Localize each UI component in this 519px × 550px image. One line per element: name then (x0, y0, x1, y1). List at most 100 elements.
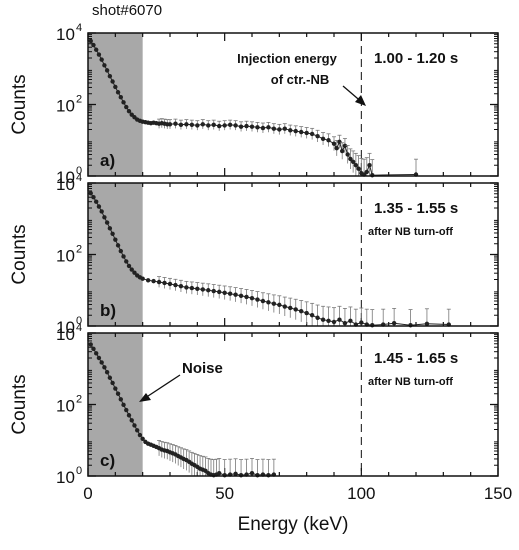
data-point (359, 320, 364, 325)
y-axis-label: Counts (9, 224, 30, 284)
data-point (282, 304, 287, 309)
data-point (277, 127, 282, 132)
data-point (277, 302, 282, 308)
data-point (88, 342, 93, 347)
data-point (391, 320, 397, 326)
data-point (271, 301, 277, 306)
data-point (118, 248, 124, 254)
data-point (217, 289, 222, 295)
data-point (238, 473, 244, 478)
data-point (211, 122, 216, 128)
data-point (271, 126, 277, 131)
y-tick-base: 10 (56, 168, 75, 187)
y-tick-exponent: 4 (76, 322, 82, 334)
data-point (337, 139, 342, 145)
arrow-head (355, 95, 366, 106)
data-point (348, 156, 353, 162)
data-point (184, 285, 189, 290)
data-point (96, 355, 102, 361)
plot-frame (87, 32, 499, 177)
data-point (266, 125, 271, 130)
data-point (315, 133, 320, 139)
data-point (255, 125, 260, 130)
data-point (315, 315, 320, 320)
data-point (200, 122, 205, 127)
data-point (132, 270, 137, 275)
data-point (304, 310, 309, 316)
data-point (249, 295, 255, 301)
data-point (238, 124, 244, 129)
data-point (206, 123, 211, 128)
data-point (189, 122, 195, 128)
data-point (244, 123, 249, 129)
data-point (99, 360, 104, 365)
data-point (189, 285, 195, 291)
data-point (304, 130, 309, 136)
data-point (132, 423, 137, 428)
y-tick-base: 10 (56, 325, 75, 344)
data-point (320, 317, 326, 322)
time-window-note: after NB turn-off (368, 376, 453, 388)
data-point (129, 267, 134, 272)
data-point (364, 169, 369, 175)
y-tick-exponent: 0 (76, 315, 82, 327)
data-point (408, 323, 413, 328)
data-point (104, 220, 110, 225)
y-tick-exponent: 0 (76, 165, 82, 177)
y-tick-exponent: 2 (76, 94, 82, 106)
panel-letter: b) (100, 301, 116, 320)
shot-label: shot#6070 (92, 2, 162, 19)
data-point (167, 281, 173, 287)
shaded-region (88, 33, 143, 176)
y-tick-base: 10 (56, 468, 75, 487)
time-window-label: 1.45 - 1.65 s (374, 350, 458, 367)
data-point (167, 122, 173, 127)
data-point (121, 100, 126, 105)
data-point (129, 418, 134, 423)
data-point (94, 199, 99, 204)
data-point (113, 386, 118, 391)
y-tick-base: 10 (56, 97, 75, 116)
data-point (96, 52, 102, 57)
x-tick-label: 150 (484, 484, 512, 503)
data-point (334, 145, 339, 151)
data-point (104, 370, 110, 375)
data-point (282, 126, 287, 131)
data-point (88, 38, 93, 44)
data-point (217, 123, 222, 129)
data-point (244, 294, 249, 300)
data-point (342, 320, 348, 326)
data-point (288, 128, 293, 133)
data-point (350, 159, 356, 164)
data-point (107, 73, 113, 79)
data-point (104, 68, 110, 73)
data-point (227, 291, 233, 296)
data-point (126, 263, 132, 269)
data-point (370, 323, 375, 328)
data-point (266, 473, 271, 478)
data-point (266, 300, 271, 305)
data-point (94, 47, 99, 52)
data-point (135, 428, 140, 433)
data-point (222, 123, 227, 128)
data-point (96, 204, 102, 209)
data-point (260, 298, 266, 304)
plot-frame (87, 332, 499, 477)
data-point (102, 63, 107, 68)
data-point (126, 413, 132, 418)
annotation-ctr-nb: of ctr.-NB (271, 72, 330, 87)
data-point (293, 307, 298, 312)
y-tick-exponent: 4 (76, 172, 82, 184)
data-point (299, 308, 304, 314)
data-point (178, 283, 184, 289)
y-axis-label: Counts (9, 74, 30, 134)
data-point (233, 123, 238, 128)
data-point (113, 237, 118, 242)
data-point (121, 254, 126, 259)
y-tick-base: 10 (56, 175, 75, 194)
data-point (309, 131, 315, 137)
y-tick-base: 10 (56, 318, 75, 337)
data-point (206, 288, 211, 293)
data-point (88, 190, 93, 196)
